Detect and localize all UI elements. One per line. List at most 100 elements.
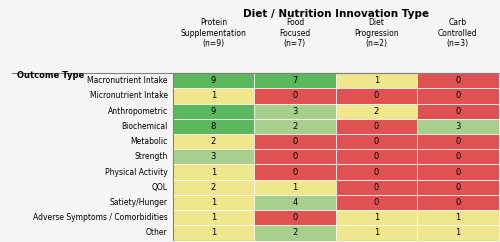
Bar — [172, 165, 254, 180]
Text: Metabolic: Metabolic — [130, 137, 168, 146]
Text: 0: 0 — [455, 137, 460, 146]
Bar — [172, 225, 254, 241]
Text: Strength: Strength — [134, 152, 168, 161]
Text: 0: 0 — [455, 91, 460, 100]
Bar — [336, 210, 417, 225]
Bar — [254, 73, 336, 88]
Text: 1: 1 — [455, 213, 460, 222]
Text: 1: 1 — [374, 213, 379, 222]
Text: Satiety/Hunger: Satiety/Hunger — [110, 198, 168, 207]
Bar — [254, 134, 336, 149]
Bar — [417, 134, 498, 149]
Text: 0: 0 — [374, 91, 379, 100]
Bar — [417, 104, 498, 119]
Bar — [172, 119, 254, 134]
Bar — [254, 180, 336, 195]
Text: 2: 2 — [292, 228, 298, 237]
Bar — [172, 134, 254, 149]
Bar — [336, 134, 417, 149]
Text: 1: 1 — [211, 213, 216, 222]
Text: Anthropometric: Anthropometric — [108, 107, 168, 116]
Bar — [336, 195, 417, 210]
Text: Diet / Nutrition Innovation Type: Diet / Nutrition Innovation Type — [242, 8, 428, 19]
Text: 1: 1 — [374, 228, 379, 237]
Text: 0: 0 — [292, 91, 298, 100]
Text: 0: 0 — [455, 152, 460, 161]
Text: 1: 1 — [211, 91, 216, 100]
Bar — [336, 149, 417, 165]
Text: 8: 8 — [210, 122, 216, 131]
Bar — [254, 225, 336, 241]
Bar — [336, 119, 417, 134]
Bar — [417, 149, 498, 165]
Text: 2: 2 — [374, 107, 379, 116]
Text: Physical Activity: Physical Activity — [105, 168, 168, 177]
Text: 1: 1 — [374, 76, 379, 85]
Text: Adverse Symptoms / Comorbidities: Adverse Symptoms / Comorbidities — [33, 213, 168, 222]
Text: 0: 0 — [374, 183, 379, 192]
Text: QOL: QOL — [152, 183, 168, 192]
Bar — [336, 225, 417, 241]
Text: 0: 0 — [374, 137, 379, 146]
Bar — [417, 73, 498, 88]
Bar — [417, 119, 498, 134]
Text: Biochemical: Biochemical — [122, 122, 168, 131]
Text: 9: 9 — [211, 107, 216, 116]
Text: 0: 0 — [455, 183, 460, 192]
Bar — [172, 195, 254, 210]
Bar — [417, 180, 498, 195]
Text: 3: 3 — [455, 122, 460, 131]
Text: 0: 0 — [455, 168, 460, 177]
Text: Carb
Controlled
(n=3): Carb Controlled (n=3) — [438, 18, 478, 48]
Text: 0: 0 — [455, 107, 460, 116]
Text: 1: 1 — [292, 183, 298, 192]
Bar — [417, 225, 498, 241]
Text: 0: 0 — [374, 198, 379, 207]
Bar — [254, 88, 336, 104]
Text: 0: 0 — [455, 76, 460, 85]
Text: 1: 1 — [211, 228, 216, 237]
Text: Other: Other — [146, 228, 168, 237]
Text: 9: 9 — [211, 76, 216, 85]
Text: 4: 4 — [292, 198, 298, 207]
Bar — [254, 165, 336, 180]
Text: 2: 2 — [211, 183, 216, 192]
Text: Food
Focused
(n=7): Food Focused (n=7) — [280, 18, 310, 48]
Bar — [336, 165, 417, 180]
Text: 0: 0 — [292, 168, 298, 177]
Bar — [336, 88, 417, 104]
Text: Outcome Type: Outcome Type — [17, 71, 84, 80]
Bar — [417, 195, 498, 210]
Text: 0: 0 — [374, 152, 379, 161]
Bar — [172, 73, 498, 241]
Text: 0: 0 — [374, 122, 379, 131]
Text: 0: 0 — [292, 152, 298, 161]
Bar — [254, 195, 336, 210]
Text: 2: 2 — [211, 137, 216, 146]
Text: 1: 1 — [211, 198, 216, 207]
Bar — [172, 180, 254, 195]
Bar — [254, 104, 336, 119]
Text: 1: 1 — [211, 168, 216, 177]
Text: 0: 0 — [292, 137, 298, 146]
Text: 2: 2 — [292, 122, 298, 131]
Bar — [417, 165, 498, 180]
Text: Micronutrient Intake: Micronutrient Intake — [90, 91, 168, 100]
Text: Diet
Progression
(n=2): Diet Progression (n=2) — [354, 18, 399, 48]
Bar — [172, 149, 254, 165]
Text: Macronutrient Intake: Macronutrient Intake — [88, 76, 168, 85]
Text: 3: 3 — [292, 107, 298, 116]
Bar — [172, 104, 254, 119]
Bar — [172, 88, 254, 104]
Text: Protein
Supplementation
(n=9): Protein Supplementation (n=9) — [180, 18, 246, 48]
Bar — [336, 180, 417, 195]
Bar — [172, 210, 254, 225]
Text: 1: 1 — [455, 228, 460, 237]
Bar — [254, 210, 336, 225]
Text: 0: 0 — [455, 198, 460, 207]
Bar — [417, 88, 498, 104]
Text: 0: 0 — [292, 213, 298, 222]
Text: 3: 3 — [210, 152, 216, 161]
Bar — [336, 104, 417, 119]
Bar — [172, 73, 254, 88]
